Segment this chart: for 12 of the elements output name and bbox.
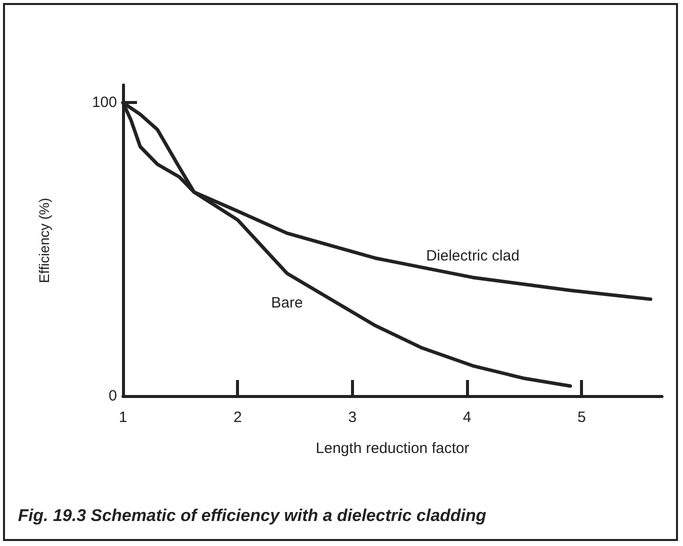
x-tick-label: 3 <box>348 409 357 426</box>
series-label: Dielectric clad <box>426 247 520 264</box>
y-axis-title: Efficiency (%) <box>36 198 52 284</box>
x-axis-title: Length reduction factor <box>316 440 470 457</box>
text: Fig. 19.3 Schematic of efficiency with a dielectric cladding <box>18 506 487 525</box>
y-tick-label: 0 <box>108 388 117 404</box>
x-tick-label: 5 <box>578 409 586 426</box>
series-label: Bare <box>271 294 303 312</box>
x-tick-label: 1 <box>118 409 128 426</box>
x-tick-label: 4 <box>462 409 472 426</box>
y-tick-label: 100 <box>92 94 117 112</box>
x-tick-label: 2 <box>234 409 242 426</box>
